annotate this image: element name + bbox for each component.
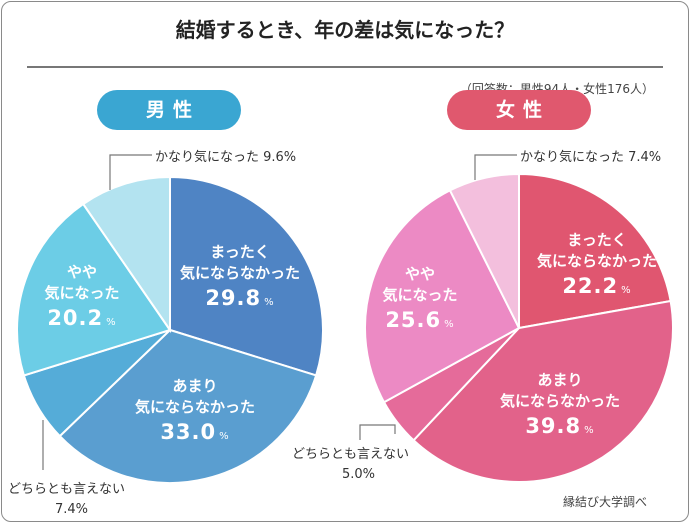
title-divider: [27, 66, 663, 68]
female-label-amari: あまり 気にならなかった 39.8%: [500, 370, 620, 445]
value: 39.8: [525, 414, 582, 438]
male-label-amari: あまり 気にならなかった 33.0%: [135, 376, 255, 451]
value: 22.2: [562, 274, 619, 298]
female-slice-amari: [412, 299, 674, 483]
percent: %: [106, 317, 117, 328]
female-pie-title: 女性: [447, 90, 591, 130]
male-pie-title: 男性: [97, 90, 241, 130]
label-line: まったく: [567, 231, 627, 249]
female-label-yaya: やや 気になった 25.6%: [382, 264, 457, 339]
chart-title: 結婚するとき、年の差は気になった？: [175, 18, 515, 42]
female-label-kanari: かなり気になった 7.4%: [520, 150, 662, 165]
male-slice-amari: [58, 328, 318, 484]
label-line: 気にならなかった: [134, 398, 256, 416]
male-slice-kanari: [81, 175, 171, 334]
female-slice-yaya: [364, 189, 521, 404]
male-value-dochira: 7.4%: [55, 502, 89, 517]
female-leader-dochira: [359, 424, 396, 440]
male-leader-kanari: [109, 154, 152, 190]
female-value-dochira: 5.0%: [342, 467, 376, 482]
percent: %: [584, 425, 595, 436]
label-line: 気にならなかった: [179, 264, 301, 282]
label-line: あまり: [172, 377, 218, 395]
label-line: 気にならなかった: [499, 392, 621, 410]
male-slice-mattaku: [169, 175, 324, 377]
male-label-dochira: どちらとも言えない: [8, 482, 126, 497]
label-line: やや: [66, 263, 98, 281]
source-credit: 縁結び大学調べ: [563, 495, 648, 509]
label-line: 気にならなかった: [536, 252, 658, 270]
value: 29.8: [205, 286, 262, 310]
label-line: あまり: [537, 371, 583, 389]
label-line: 気になった: [382, 286, 458, 304]
male-label-yaya: やや 気になった 20.2%: [44, 262, 119, 337]
female-leader-kanari: [474, 154, 517, 180]
label-line: まったく: [210, 243, 270, 261]
female-slice-mattaku: [518, 172, 672, 330]
percent: %: [219, 431, 230, 442]
female-label-mattaku: まったく 気にならなかった 22.2%: [537, 230, 657, 305]
male-slice-yaya: [16, 202, 172, 377]
label-line: 気になった: [44, 284, 120, 302]
female-slice-kanari: [448, 172, 520, 329]
female-label-dochira: どちらとも言えない: [292, 447, 410, 462]
percent: %: [444, 319, 455, 330]
value: 20.2: [47, 306, 104, 330]
male-label-mattaku: まったく 気にならなかった 29.8%: [180, 242, 300, 317]
percent: %: [621, 285, 632, 296]
value: 33.0: [160, 420, 217, 444]
label-line: やや: [404, 265, 436, 283]
male-label-kanari: かなり気になった 9.6%: [155, 150, 297, 165]
percent: %: [264, 297, 275, 308]
value: 25.6: [385, 308, 442, 332]
